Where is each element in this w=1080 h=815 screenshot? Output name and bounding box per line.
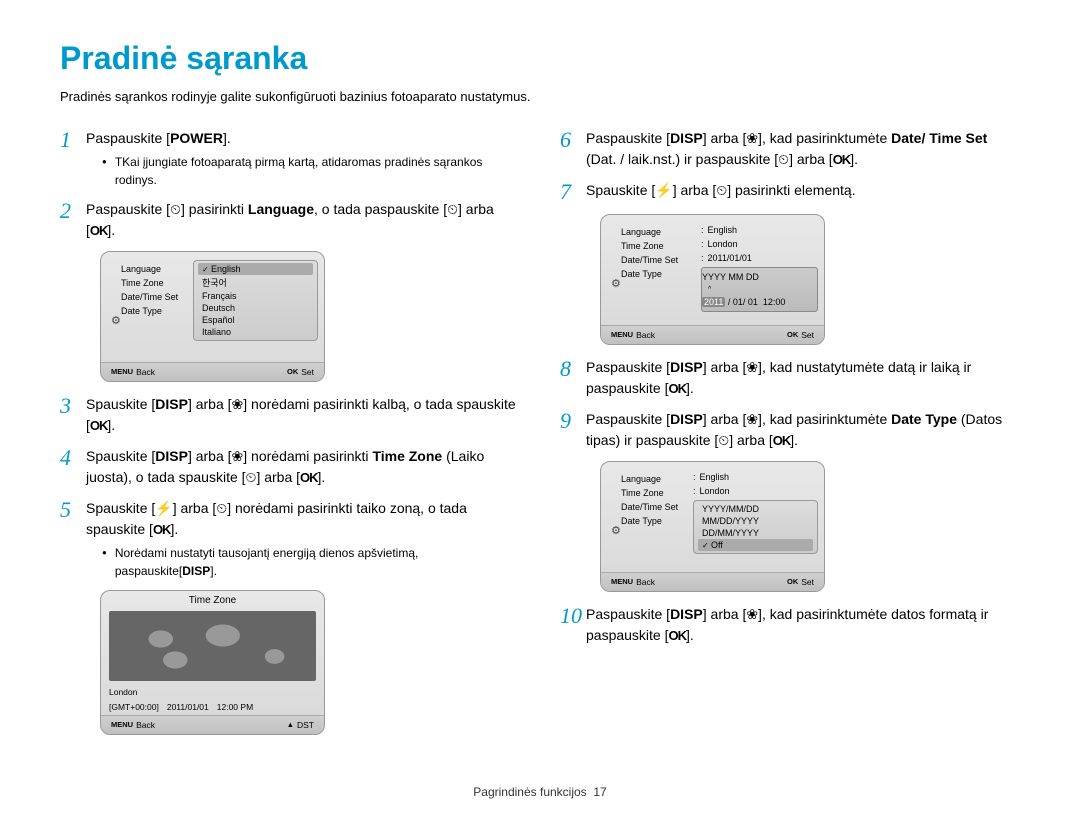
step-number: 7 bbox=[560, 180, 586, 204]
step-number: 6 bbox=[560, 128, 586, 170]
camera-screenshot-timezone: Time Zone London [GMT+00:00]2011/01/0112… bbox=[100, 590, 325, 735]
camera-footer: MENUBack OKSet bbox=[601, 572, 824, 591]
timezone-title: Time Zone bbox=[101, 591, 324, 607]
camera-screenshot-datetype: ⚙ Language Time Zone Date/Time Set Date … bbox=[600, 461, 825, 592]
step-6: 6 Paspauskite [DISP] arba [❀], kad pasir… bbox=[560, 128, 1020, 170]
timezone-info: London bbox=[101, 685, 324, 700]
menu-values: :English :London YYYY/MM/DD MM/DD/YYYY D… bbox=[693, 468, 818, 572]
step-number: 3 bbox=[60, 394, 86, 436]
timezone-info2: [GMT+00:00]2011/01/0112:00 PM bbox=[101, 700, 324, 715]
gear-icon: ⚙ bbox=[111, 314, 121, 327]
step-text: Paspauskite [DISP] arba [❀], kad pasirin… bbox=[586, 128, 1020, 170]
step-9: 9 Paspauskite [DISP] arba [❀], kad pasir… bbox=[560, 409, 1020, 451]
step-text: Paspauskite [DISP] arba [❀], kad pasirin… bbox=[586, 604, 1020, 646]
menu-left: Language Time Zone Date/Time Set Date Ty… bbox=[121, 258, 193, 362]
step-number: 8 bbox=[560, 357, 586, 399]
world-map bbox=[109, 611, 316, 681]
step-text: Paspauskite [POWER]. TKai įjungiate foto… bbox=[86, 128, 520, 189]
gear-icon: ⚙ bbox=[611, 524, 621, 537]
step-text: Spauskite [⚡] arba [⏲] norėdami pasirink… bbox=[86, 498, 520, 580]
columns: 1 Paspauskite [POWER]. TKai įjungiate fo… bbox=[60, 128, 1020, 747]
camera-screenshot-datetime: ⚙ Language Time Zone Date/Time Set Date … bbox=[600, 214, 825, 345]
gear-icon: ⚙ bbox=[611, 277, 621, 290]
camera-screenshot-language: ⚙ Language Time Zone Date/Time Set Date … bbox=[100, 251, 325, 382]
step-10: 10 Paspauskite [DISP] arba [❀], kad pasi… bbox=[560, 604, 1020, 646]
language-menu: English 한국어 Français Deutsch Español Ita… bbox=[193, 260, 318, 341]
step-5: 5 Spauskite [⚡] arba [⏲] norėdami pasiri… bbox=[60, 498, 520, 580]
step-number: 9 bbox=[560, 409, 586, 451]
step-4: 4 Spauskite [DISP] arba [❀] norėdami pas… bbox=[60, 446, 520, 488]
step-text: Spauskite [DISP] arba [❀] norėdami pasir… bbox=[86, 394, 520, 436]
page-footer: Pagrindinės funkcijos 17 bbox=[0, 785, 1080, 799]
step-7: 7 Spauskite [⚡] arba [⏲] pasirinkti elem… bbox=[560, 180, 1020, 204]
menu-left: Language Time Zone Date/Time Set Date Ty… bbox=[621, 221, 693, 325]
menu-values: :English :London :2011/01/01 YYYY MM DD … bbox=[693, 221, 818, 325]
step-text: Paspauskite [DISP] arba [❀], kad nustaty… bbox=[586, 357, 1020, 399]
left-column: 1 Paspauskite [POWER]. TKai įjungiate fo… bbox=[60, 128, 520, 747]
step-text: Paspauskite [DISP] arba [❀], kad pasirin… bbox=[586, 409, 1020, 451]
bullet: Norėdami nustatyti tausojantį energiją d… bbox=[86, 544, 520, 580]
step-text: Paspauskite [⏲] pasirinkti Language, o t… bbox=[86, 199, 520, 241]
step-3: 3 Spauskite [DISP] arba [❀] norėdami pas… bbox=[60, 394, 520, 436]
datetype-menu: YYYY/MM/DD MM/DD/YYYY DD/MM/YYYY Off bbox=[693, 500, 818, 554]
intro-text: Pradinės sąrankos rodinyje galite sukonf… bbox=[60, 89, 1020, 104]
step-8: 8 Paspauskite [DISP] arba [❀], kad nusta… bbox=[560, 357, 1020, 399]
camera-footer: MENUBack ▲DST bbox=[101, 715, 324, 734]
step-2: 2 Paspauskite [⏲] pasirinkti Language, o… bbox=[60, 199, 520, 241]
step-1: 1 Paspauskite [POWER]. TKai įjungiate fo… bbox=[60, 128, 520, 189]
page-title: Pradinė sąranka bbox=[60, 40, 1020, 77]
step-number: 2 bbox=[60, 199, 86, 241]
step-number: 4 bbox=[60, 446, 86, 488]
step-number: 1 bbox=[60, 128, 86, 189]
power-button-label: POWER bbox=[170, 130, 223, 146]
step-text: Spauskite [DISP] arba [❀] norėdami pasir… bbox=[86, 446, 520, 488]
date-editor: YYYY MM DD ^ 2011 / 01/ 01 12:00 bbox=[701, 267, 818, 312]
step-text: Spauskite [⚡] arba [⏲] pasirinkti elemen… bbox=[586, 180, 1020, 204]
menu-left: Language Time Zone Date/Time Set Date Ty… bbox=[621, 468, 693, 572]
step-number: 10 bbox=[560, 604, 586, 646]
camera-footer: MENUBack OKSet bbox=[601, 325, 824, 344]
right-column: 6 Paspauskite [DISP] arba [❀], kad pasir… bbox=[560, 128, 1020, 747]
camera-footer: MENUBack OKSet bbox=[101, 362, 324, 381]
bullet: TKai įjungiate fotoaparatą pirmą kartą, … bbox=[86, 153, 520, 189]
step-number: 5 bbox=[60, 498, 86, 580]
